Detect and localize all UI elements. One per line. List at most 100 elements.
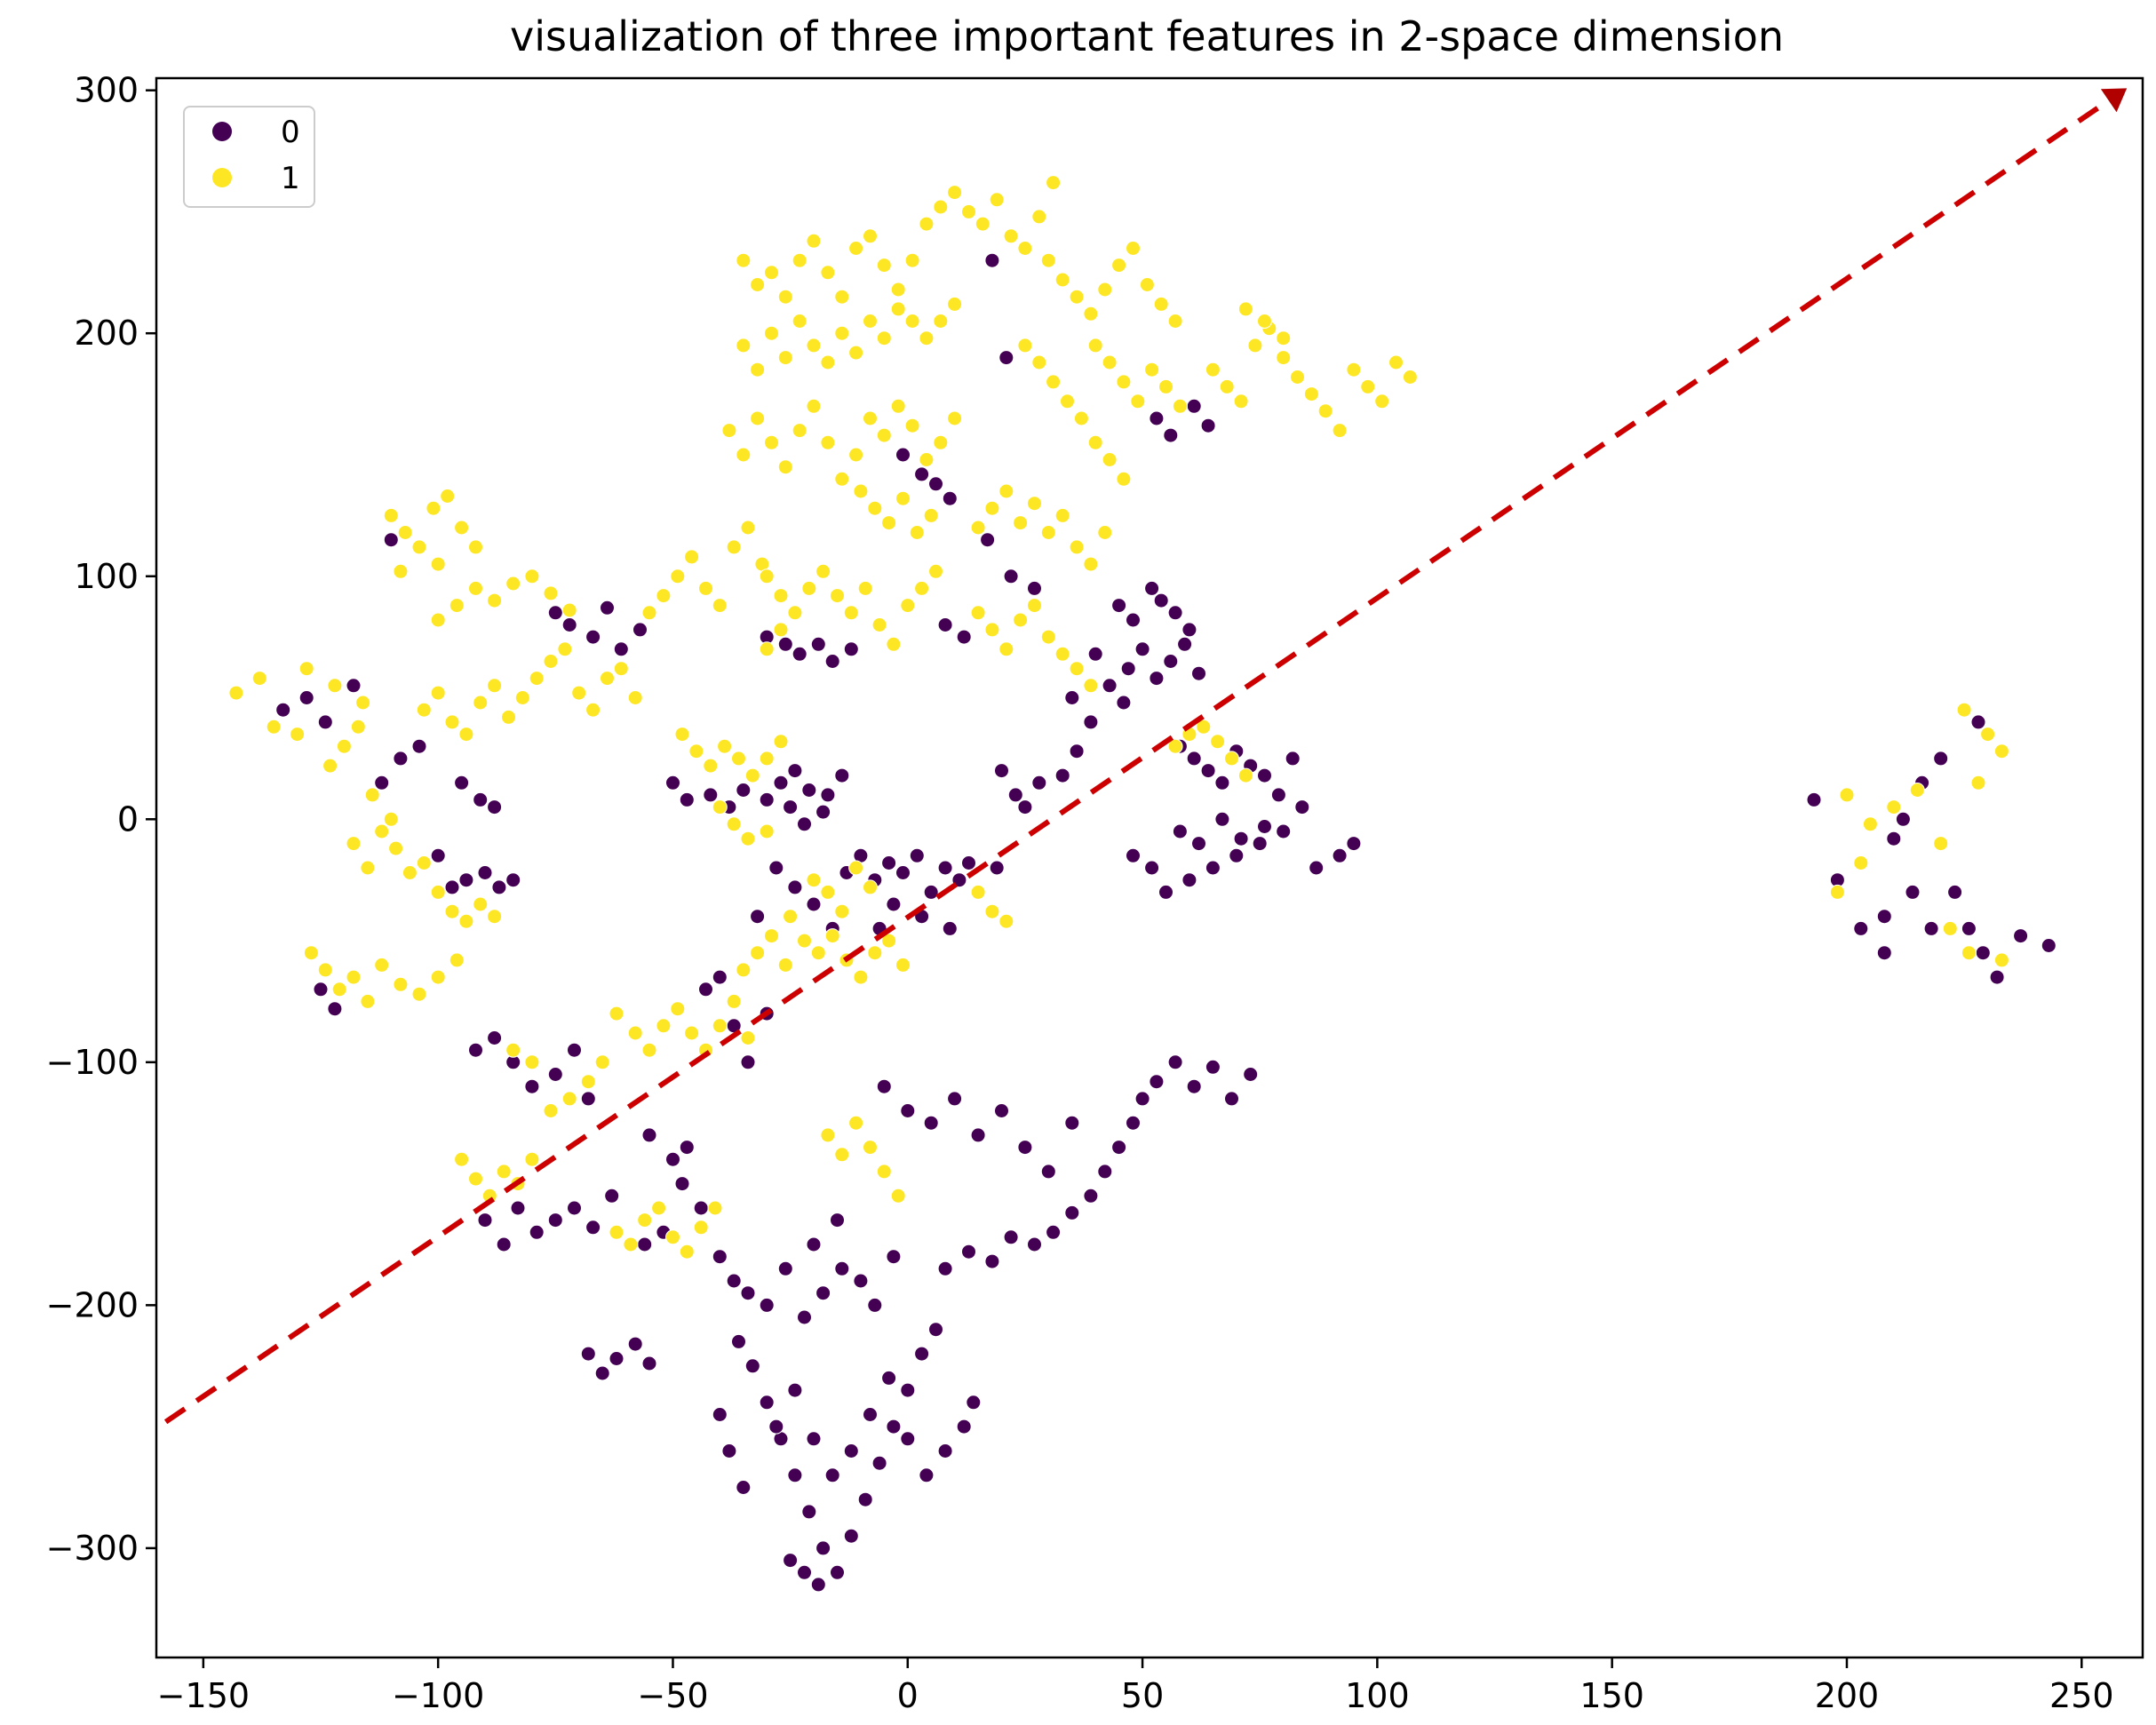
- point-class-1: [1111, 258, 1127, 274]
- point-class-1: [777, 350, 793, 366]
- point-class-1: [895, 490, 911, 506]
- point-class-1: [1933, 836, 1949, 852]
- point-class-1: [933, 434, 949, 450]
- point-class-1: [914, 580, 930, 596]
- point-class-0: [994, 1103, 1009, 1118]
- point-class-1: [1210, 734, 1226, 750]
- point-class-1: [1040, 525, 1056, 540]
- point-class-1: [1069, 289, 1085, 305]
- point-class-0: [1054, 767, 1070, 783]
- point-class-1: [863, 314, 878, 329]
- point-class-0: [956, 1419, 972, 1435]
- point-class-0: [994, 763, 1009, 779]
- y-tick-label: −300: [46, 1529, 139, 1568]
- point-class-0: [1947, 884, 1963, 900]
- point-class-0: [895, 865, 911, 880]
- point-class-0: [937, 617, 953, 632]
- point-class-1: [797, 933, 812, 949]
- point-class-0: [1149, 410, 1165, 426]
- point-class-1: [402, 865, 418, 880]
- point-class-1: [712, 799, 728, 815]
- point-class-1: [1040, 629, 1056, 645]
- point-class-1: [458, 913, 474, 929]
- point-class-1: [857, 580, 873, 596]
- point-class-1: [1083, 678, 1099, 694]
- x-tick-label: 200: [1815, 1676, 1880, 1715]
- point-class-1: [1167, 314, 1183, 329]
- point-class-0: [1214, 811, 1230, 827]
- point-class-1: [1153, 296, 1169, 312]
- point-class-1: [1205, 362, 1221, 378]
- point-class-1: [773, 734, 789, 750]
- point-class-1: [1087, 338, 1103, 354]
- point-class-0: [815, 1540, 831, 1556]
- point-class-0: [942, 490, 958, 506]
- point-class-0: [783, 1553, 799, 1569]
- legend-label-1: 1: [281, 161, 300, 196]
- point-class-1: [740, 1030, 756, 1045]
- point-class-1: [834, 289, 850, 305]
- point-class-1: [947, 296, 963, 312]
- point-class-1: [440, 489, 456, 504]
- point-class-0: [1046, 1224, 1062, 1240]
- point-class-1: [458, 727, 474, 743]
- point-class-1: [374, 823, 390, 839]
- point-class-0: [1149, 1074, 1165, 1090]
- point-class-1: [1956, 702, 1972, 718]
- point-class-0: [411, 738, 427, 754]
- point-class-1: [411, 539, 427, 555]
- point-class-0: [487, 799, 503, 815]
- point-class-0: [919, 1467, 935, 1483]
- point-class-1: [764, 928, 779, 944]
- point-class-0: [1111, 1140, 1127, 1156]
- point-class-1: [496, 1164, 512, 1180]
- point-class-0: [961, 1244, 976, 1260]
- point-class-0: [1853, 920, 1869, 936]
- point-class-1: [777, 957, 793, 973]
- point-class-1: [1993, 952, 2009, 968]
- point-class-0: [1186, 751, 1202, 767]
- point-class-1: [1083, 306, 1099, 322]
- point-class-0: [721, 1443, 737, 1459]
- y-tick-label: −100: [46, 1043, 139, 1082]
- point-class-0: [1069, 743, 1085, 759]
- point-class-0: [491, 879, 507, 895]
- point-class-1: [1060, 393, 1075, 409]
- dashed-reference-line: [163, 95, 2115, 1425]
- point-class-1: [806, 338, 822, 354]
- point-class-1: [641, 1042, 657, 1058]
- point-class-0: [956, 629, 972, 645]
- point-class-0: [1149, 671, 1165, 687]
- point-class-0: [1243, 1067, 1259, 1082]
- point-class-0: [951, 872, 967, 888]
- point-class-1: [609, 1224, 625, 1240]
- point-class-0: [843, 1443, 859, 1459]
- point-class-1: [792, 252, 808, 268]
- point-class-0: [383, 532, 399, 548]
- point-class-1: [1172, 398, 1188, 414]
- point-class-1: [1097, 525, 1113, 540]
- point-class-1: [350, 719, 366, 735]
- point-class-1: [820, 354, 836, 370]
- point-class-1: [947, 410, 963, 426]
- point-class-1: [1224, 751, 1239, 767]
- point-class-1: [1961, 945, 1977, 961]
- point-class-0: [1294, 799, 1310, 815]
- point-class-1: [627, 690, 643, 705]
- point-class-0: [1031, 775, 1047, 791]
- point-class-1: [374, 957, 390, 973]
- point-class-1: [1317, 403, 1333, 419]
- point-class-1: [524, 568, 540, 584]
- point-class-0: [937, 1260, 953, 1276]
- point-class-1: [750, 945, 766, 961]
- point-class-0: [665, 775, 680, 791]
- point-class-1: [251, 671, 267, 687]
- point-class-1: [970, 884, 986, 900]
- point-class-0: [693, 1200, 709, 1216]
- point-class-1: [1886, 799, 1902, 815]
- point-class-1: [397, 525, 413, 540]
- point-class-1: [876, 258, 892, 274]
- point-class-1: [360, 860, 376, 876]
- point-class-1: [853, 969, 869, 985]
- point-class-0: [1017, 1140, 1033, 1156]
